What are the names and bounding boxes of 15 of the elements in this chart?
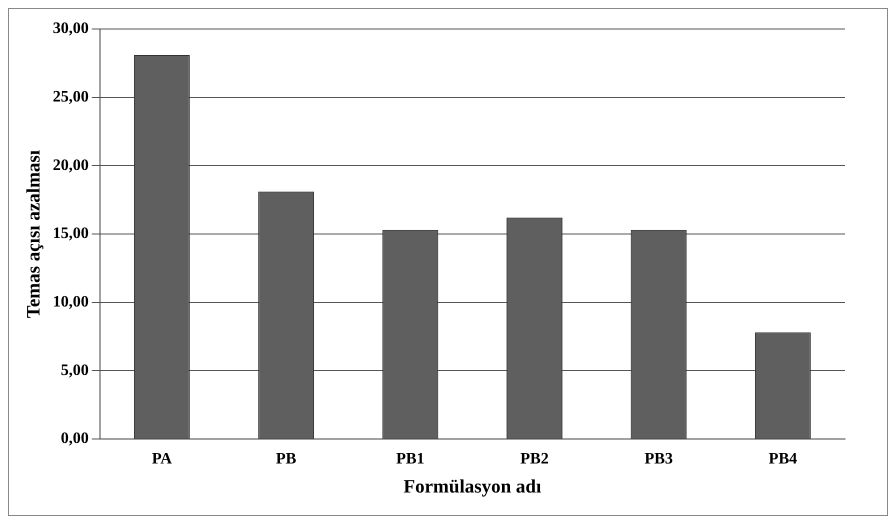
x-tick-label: PB3: [644, 450, 673, 468]
x-tick-label: PA: [152, 450, 172, 468]
x-tick-label: PB4: [768, 450, 798, 468]
y-tick-label: 15,00: [52, 225, 89, 242]
x-tick-label: PB1: [396, 450, 425, 468]
y-tick-label: 30,00: [52, 20, 89, 38]
y-tick-label: 20,00: [52, 156, 89, 174]
y-tick-label: 0,00: [60, 430, 89, 448]
x-axis-title: Formülasyon adı: [404, 476, 542, 498]
y-tick-label: 10,00: [52, 293, 89, 310]
y-tick-label: 25,00: [52, 88, 89, 106]
y-tick-label: 5,00: [60, 362, 89, 379]
x-tick-label: PB2: [520, 450, 549, 468]
x-tick-label: PB: [276, 450, 297, 468]
y-axis-title: Temas açısı azalması: [23, 150, 44, 318]
